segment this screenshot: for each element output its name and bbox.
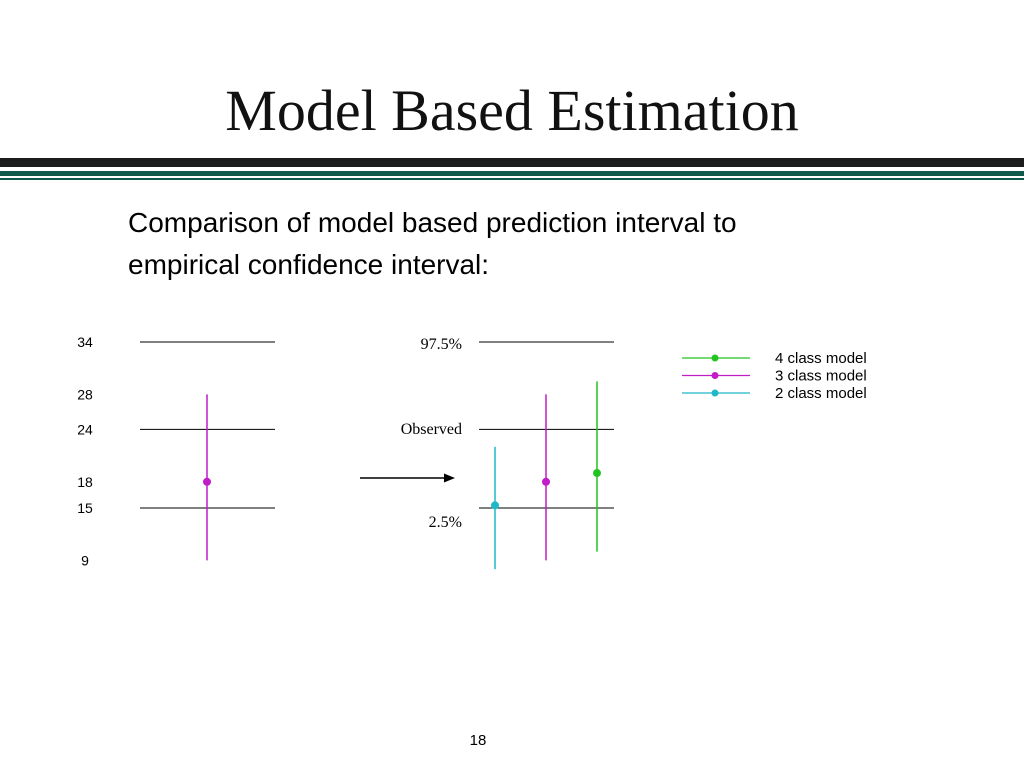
legend-label: 4 class model [775, 350, 867, 367]
legend-label: 2 class model [775, 385, 867, 402]
title-rule-teal-thin [0, 178, 1024, 180]
y-tick-label: 24 [77, 421, 93, 437]
y-tick-label: 18 [77, 474, 93, 490]
y-tick-label: 15 [77, 500, 93, 516]
title-rule-dark [0, 158, 1024, 167]
y-axis-tick-labels: 34 28 24 18 15 9 [77, 334, 93, 568]
label-2-5: 2.5% [429, 514, 462, 531]
point-estimate [542, 477, 550, 486]
title-rule-teal [0, 171, 1024, 176]
label-97-5: 97.5% [421, 336, 462, 353]
legend-label: 3 class model [775, 368, 867, 385]
point-estimate [593, 469, 601, 478]
label-observed: Observed [401, 421, 462, 438]
legend-marker [711, 354, 719, 362]
y-tick-label: 9 [81, 552, 89, 568]
slide-title: Model Based Estimation [225, 78, 799, 143]
page-number: 18 [469, 732, 487, 749]
legend-marker [711, 389, 719, 397]
y-tick-label: 28 [77, 386, 93, 402]
arrow-head [444, 473, 455, 483]
slide-subtitle: Comparison of model based prediction int… [128, 202, 928, 286]
left-panel [140, 341, 275, 561]
right-panel: 97.5% Observed 2.5% [401, 336, 614, 570]
point-estimate [203, 477, 211, 486]
legend-marker [711, 372, 719, 379]
subtitle-line-2: empirical confidence interval: [128, 249, 490, 280]
y-tick-label: 34 [77, 334, 93, 350]
point-estimate [491, 501, 499, 510]
subtitle-line-1: Comparison of model based prediction int… [128, 207, 737, 238]
